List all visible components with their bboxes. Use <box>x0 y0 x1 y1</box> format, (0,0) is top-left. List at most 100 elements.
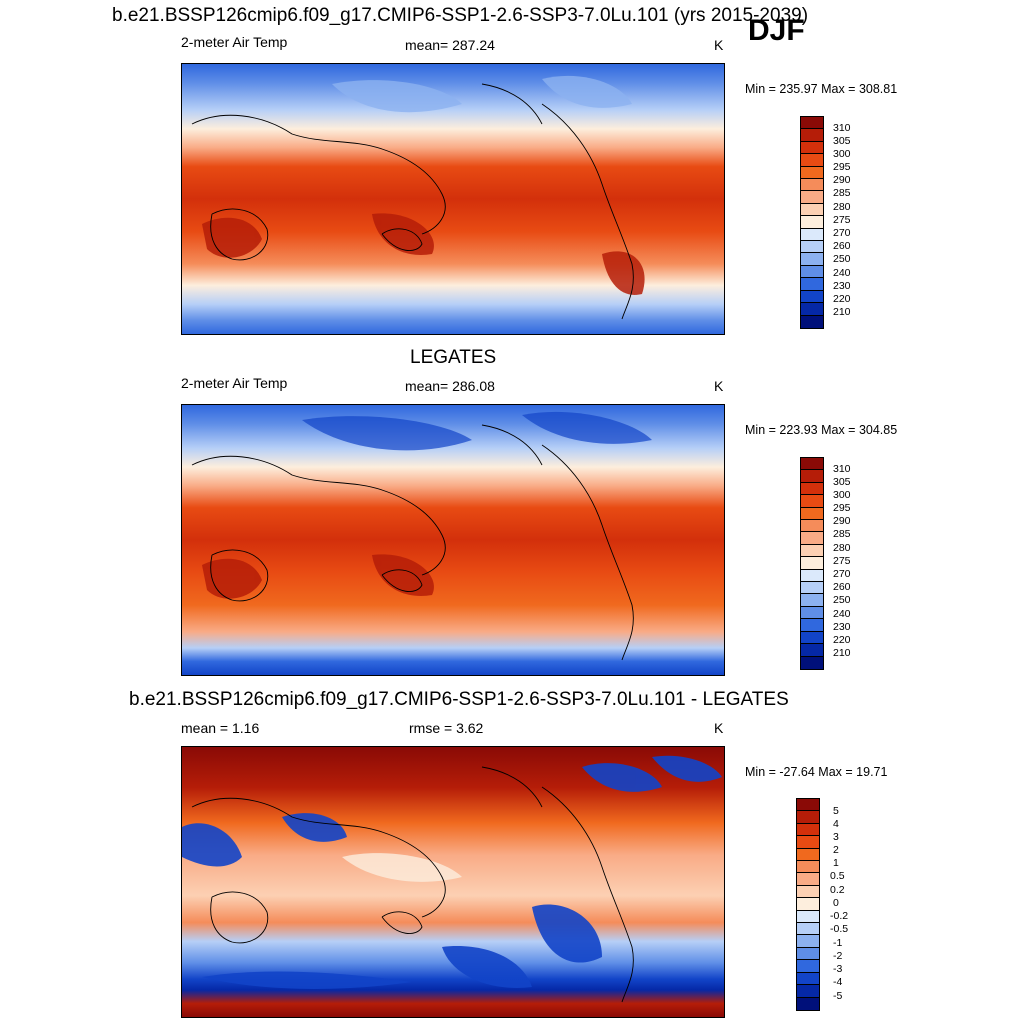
colorbar-swatch <box>801 594 823 607</box>
colorbar-swatch <box>801 557 823 570</box>
colorbar-label: 270 <box>833 227 851 239</box>
colorbar-swatch <box>801 482 823 496</box>
colorbar-swatch <box>797 799 819 812</box>
colorbar-swatch <box>801 631 823 645</box>
season-label: DJF <box>748 14 805 47</box>
colorbar-label: -3 <box>833 963 843 975</box>
colorbar-swatch <box>801 141 823 155</box>
colorbar-label: -1 <box>833 937 843 949</box>
colorbar-label: 1 <box>833 857 839 869</box>
colorbar-label: 295 <box>833 161 851 173</box>
colorbar-label: -0.5 <box>830 923 849 935</box>
colorbar-label: 250 <box>833 594 851 606</box>
colorbar-label: 210 <box>833 306 851 318</box>
colorbar-label: -2 <box>833 950 843 962</box>
colorbar-label: 260 <box>833 581 851 593</box>
colorbar-label: 290 <box>833 174 851 186</box>
colorbar-swatch <box>797 960 819 973</box>
panel1-mean-label: mean= 287.24 <box>405 37 495 53</box>
colorbar-label: 295 <box>833 502 851 514</box>
colorbar-swatch <box>801 191 823 204</box>
colorbar-swatch <box>801 532 823 545</box>
colorbar-label: 0.2 <box>830 884 845 896</box>
colorbar-swatch <box>801 606 823 620</box>
panel2-mean-label: mean= 286.08 <box>405 378 495 394</box>
panel2-units-label: K <box>714 378 724 394</box>
colorbar-label: 240 <box>833 267 851 279</box>
panel2-map-plot <box>182 405 724 675</box>
colorbar-swatch <box>797 885 819 899</box>
colorbar-swatch <box>801 278 823 291</box>
panel3-minmax: Min = -27.64 Max = 19.71 <box>745 765 888 779</box>
colorbar-label: -5 <box>833 990 843 1002</box>
colorbar-swatch <box>801 253 823 266</box>
colorbar-swatch <box>797 910 819 924</box>
colorbar-swatch <box>801 203 823 217</box>
colorbar-swatch <box>801 656 823 669</box>
colorbar-swatch <box>801 216 823 229</box>
colorbar-label: 275 <box>833 555 851 567</box>
panel2-title: LEGATES <box>410 347 497 368</box>
colorbar-swatch <box>797 823 819 837</box>
colorbar-swatch <box>797 935 819 948</box>
colorbar-swatch <box>801 179 823 192</box>
panel1-units-label: K <box>714 37 724 53</box>
colorbar-label: 285 <box>833 187 851 199</box>
colorbar-swatch <box>797 861 819 874</box>
colorbar-swatch <box>801 228 823 242</box>
panel3-mean-label: mean = 1.16 <box>181 720 260 736</box>
panel2-map <box>181 404 725 676</box>
colorbar-swatch <box>801 470 823 483</box>
colorbar-swatch <box>801 458 823 471</box>
colorbar-label: -4 <box>833 976 843 988</box>
colorbar-swatch <box>797 923 819 936</box>
colorbar-swatch <box>801 129 823 142</box>
panel2-left-label: 2-meter Air Temp <box>181 375 288 391</box>
colorbar-label: 230 <box>833 280 851 292</box>
colorbar-swatch <box>801 303 823 316</box>
colorbar-swatch <box>797 947 819 961</box>
panel1-colorbar <box>800 116 824 329</box>
colorbar-label: 285 <box>833 528 851 540</box>
colorbar-swatch <box>801 241 823 254</box>
colorbar-swatch <box>801 495 823 508</box>
colorbar-label: 280 <box>833 201 851 213</box>
colorbar-swatch <box>797 873 819 886</box>
colorbar-swatch <box>797 836 819 849</box>
panel2-colorbar <box>800 457 824 670</box>
colorbar-swatch <box>801 582 823 595</box>
colorbar-swatch <box>801 544 823 558</box>
colorbar-swatch <box>801 619 823 632</box>
colorbar-label: 305 <box>833 476 851 488</box>
colorbar-swatch <box>801 265 823 279</box>
panel3-map-plot <box>182 747 724 1017</box>
colorbar-label: 0 <box>833 897 839 909</box>
panel2-minmax: Min = 223.93 Max = 304.85 <box>745 423 898 437</box>
panel3-title: b.e21.BSSP126cmip6.f09_g17.CMIP6-SSP1-2.… <box>129 689 789 710</box>
panel1-minmax: Min = 235.97 Max = 308.81 <box>745 82 898 96</box>
colorbar-swatch <box>801 154 823 167</box>
colorbar-label: 4 <box>833 818 839 830</box>
colorbar-label: 210 <box>833 647 851 659</box>
panel1-title: b.e21.BSSP126cmip6.f09_g17.CMIP6-SSP1-2.… <box>112 5 809 26</box>
colorbar-swatch <box>801 315 823 328</box>
colorbar-swatch <box>797 972 819 986</box>
colorbar-label: 305 <box>833 135 851 147</box>
colorbar-swatch <box>801 644 823 657</box>
colorbar-swatch <box>801 569 823 583</box>
colorbar-swatch <box>801 507 823 521</box>
colorbar-label: 250 <box>833 253 851 265</box>
colorbar-label: 310 <box>833 463 851 475</box>
colorbar-label: 275 <box>833 214 851 226</box>
panel1-left-label: 2-meter Air Temp <box>181 34 288 50</box>
panel1-map-plot <box>182 64 724 334</box>
panel3-colorbar <box>796 798 820 1011</box>
colorbar-label: 300 <box>833 489 851 501</box>
colorbar-label: 310 <box>833 122 851 134</box>
colorbar-label: 280 <box>833 542 851 554</box>
panel1-map <box>181 63 725 335</box>
panel3-rmse-label: rmse = 3.62 <box>409 720 484 736</box>
colorbar-swatch <box>801 117 823 130</box>
colorbar-label: 220 <box>833 634 851 646</box>
colorbar-swatch <box>797 848 819 862</box>
